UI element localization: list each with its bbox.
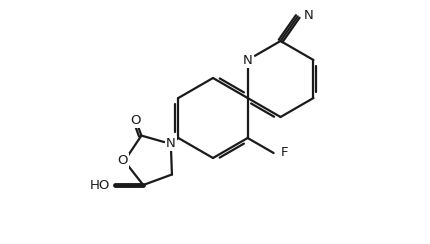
Text: N: N (166, 137, 176, 151)
Text: O: O (117, 154, 128, 167)
Text: O: O (131, 114, 141, 127)
Text: N: N (304, 9, 313, 22)
Text: F: F (281, 146, 288, 160)
Text: N: N (243, 53, 252, 67)
Text: HO: HO (90, 179, 110, 192)
